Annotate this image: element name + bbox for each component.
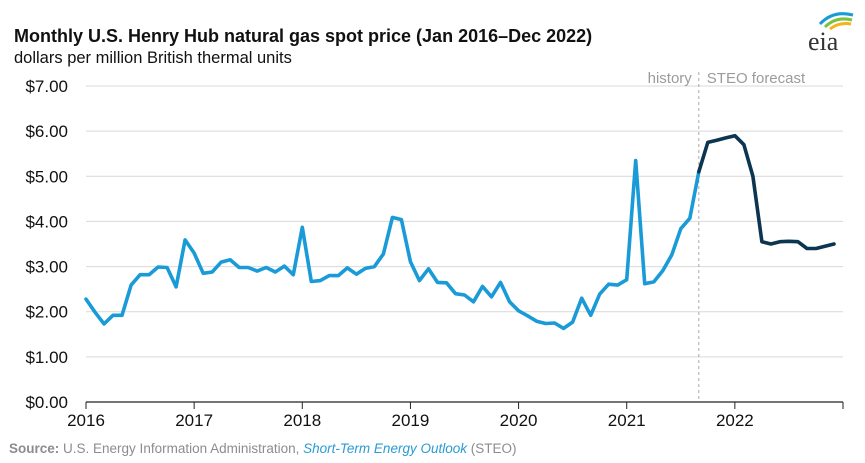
y-tick-label: $0.00	[25, 393, 68, 412]
y-tick-label: $1.00	[25, 348, 68, 367]
chart-title: Monthly U.S. Henry Hub natural gas spot …	[14, 26, 593, 46]
y-tick-label: $7.00	[25, 77, 68, 96]
chart-subtitle: dollars per million British thermal unit…	[14, 49, 292, 67]
y-tick-label: $6.00	[25, 122, 68, 141]
source-suffix: (STEO)	[470, 441, 517, 456]
source-link[interactable]: Short-Term Energy Outlook	[303, 441, 467, 456]
y-tick-label: $2.00	[25, 303, 68, 322]
history-label: history	[648, 70, 693, 87]
history-forecast-divider: history STEO forecast	[648, 70, 806, 402]
gridlines	[86, 85, 843, 358]
y-tick-label: $4.00	[25, 212, 68, 231]
source-note: Source: U.S. Energy Information Administ…	[9, 441, 517, 456]
y-tick-label: $5.00	[25, 167, 68, 186]
series-lines	[84, 133, 836, 331]
forecast-series-line	[697, 133, 836, 251]
x-tick-label: 2016	[67, 411, 105, 430]
x-tick-label: 2017	[175, 411, 213, 430]
y-axis-tick-labels: $0.00 $1.00 $2.00 $3.00 $4.00 $5.00 $6.00 $7.00	[25, 77, 68, 412]
eia-logo-arcs-icon	[818, 12, 854, 31]
eia-logo-text: eia	[808, 27, 839, 54]
y-tick-label: $3.00	[25, 258, 68, 277]
x-axis-tick-labels: 2016 2017 2018 2019 2020 2021 2022	[67, 411, 754, 430]
source-text: U.S. Energy Information Administration,	[63, 441, 300, 456]
history-series-line	[84, 158, 701, 331]
eia-logo: eia	[808, 12, 854, 54]
x-tick-label: 2018	[283, 411, 321, 430]
source-label: Source:	[9, 441, 60, 456]
x-tick-label: 2019	[392, 411, 430, 430]
forecast-label: STEO forecast	[707, 70, 806, 87]
x-tick-label: 2020	[500, 411, 538, 430]
x-axis	[85, 401, 844, 409]
x-tick-label: 2021	[608, 411, 646, 430]
x-tick-label: 2022	[716, 411, 754, 430]
